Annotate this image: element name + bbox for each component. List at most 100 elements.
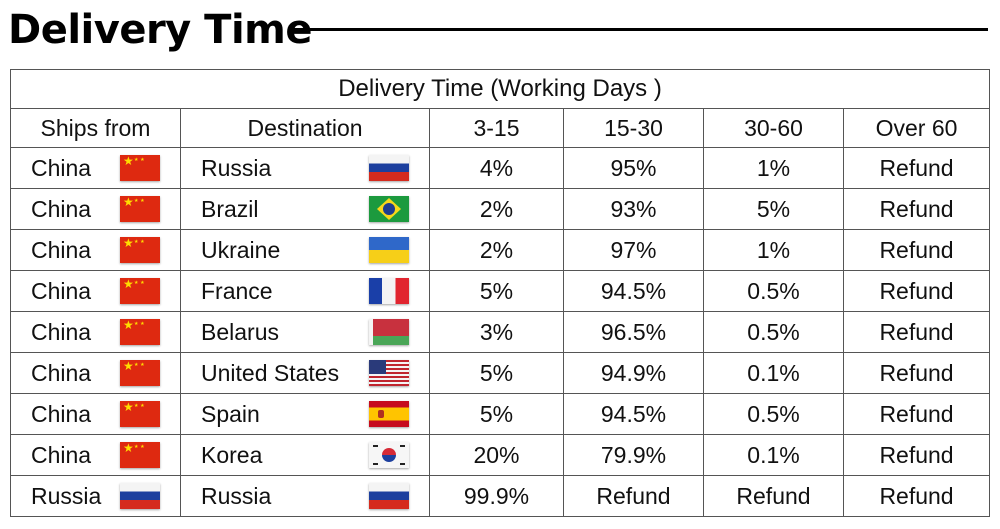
destination-country: Russia [201,154,272,181]
table-row: China Spain 5%94.5%0.5%Refund [10,393,991,435]
ships-from-cell: Russia [10,475,181,517]
china-flag-icon [120,401,160,427]
china-flag-icon [120,155,160,181]
pct-15-30-cell: 79.9% [563,434,704,476]
header-over-60: Over 60 [842,108,991,148]
brazil-flag-icon [369,196,409,222]
table-caption: Delivery Time (Working Days ) [9,69,991,109]
destination-cell: France [180,270,430,312]
destination-country: Ukraine [201,236,281,263]
pct-30-60-cell: 0.5% [703,270,844,312]
ships-from-cell: China [10,229,181,271]
pct-over-60-cell: Refund [842,475,991,517]
table-row: China Ukraine 2%97%1%Refund [10,229,991,271]
russia-flag-icon [369,155,409,181]
destination-cell: United States [180,352,430,394]
destination-country: United States [201,359,340,386]
russia-flag-icon [120,483,160,509]
pct-over-60-cell: Refund [842,393,991,435]
pct-3-15-cell: 5% [429,393,564,435]
table-row: China Russia 4%95%1%Refund [10,147,991,189]
pct-30-60-cell: 0.1% [703,352,844,394]
header-destination: Destination [180,108,430,148]
table-row: China United States 5%94.9%0.1%Refund [10,352,991,394]
title-divider [294,28,988,31]
pct-3-15-cell: 5% [429,270,564,312]
pct-over-60-cell: Refund [842,188,991,230]
pct-30-60-cell: 1% [703,229,844,271]
china-flag-icon [120,237,160,263]
korea-flag-icon [369,442,409,468]
pct-30-60-cell: Refund [703,475,844,517]
pct-15-30-cell: 94.9% [563,352,704,394]
pct-over-60-cell: Refund [842,229,991,271]
destination-cell: Brazil [180,188,430,230]
pct-over-60-cell: Refund [842,311,991,353]
pct-15-30-cell: 96.5% [563,311,704,353]
header-ships-from: Ships from [10,108,181,148]
ships-from-country: China [31,236,92,263]
destination-country: Russia [201,482,272,509]
pct-3-15-cell: 20% [429,434,564,476]
destination-cell: Spain [180,393,430,435]
ships-from-country: China [31,277,92,304]
destination-country: Korea [201,441,263,468]
destination-country: Brazil [201,195,259,222]
pct-over-60-cell: Refund [842,270,991,312]
china-flag-icon [120,278,160,304]
pct-over-60-cell: Refund [842,352,991,394]
china-flag-icon [120,360,160,386]
russia-flag-icon [369,483,409,509]
destination-cell: Korea [180,434,430,476]
spain-flag-icon [369,401,409,427]
ships-from-cell: China [10,311,181,353]
pct-3-15-cell: 2% [429,229,564,271]
pct-3-15-cell: 2% [429,188,564,230]
pct-15-30-cell: 95% [563,147,704,189]
china-flag-icon [120,442,160,468]
pct-15-30-cell: 97% [563,229,704,271]
destination-cell: Ukraine [180,229,430,271]
table-row: China France 5%94.5%0.5%Refund [10,270,991,312]
ships-from-cell: China [10,147,181,189]
pct-over-60-cell: Refund [842,434,991,476]
page-title: Delivery Time [8,7,313,53]
china-flag-icon [120,196,160,222]
ships-from-country: China [31,195,92,222]
header-30-60: 30-60 [703,108,844,148]
ships-from-country: China [31,318,92,345]
pct-3-15-cell: 4% [429,147,564,189]
table-header-row: Ships from Destination 3-15 15-30 30-60 … [10,108,991,148]
destination-country: Belarus [201,318,279,345]
pct-30-60-cell: 0.5% [703,393,844,435]
china-flag-icon [120,319,160,345]
destination-cell: Russia [180,147,430,189]
ships-from-cell: China [10,434,181,476]
ships-from-country: China [31,441,92,468]
header-15-30: 15-30 [563,108,704,148]
pct-30-60-cell: 1% [703,147,844,189]
pct-15-30-cell: 93% [563,188,704,230]
header-3-15: 3-15 [429,108,564,148]
ukraine-flag-icon [369,237,409,263]
pct-15-30-cell: 94.5% [563,270,704,312]
destination-cell: Russia [180,475,430,517]
ships-from-country: China [31,359,92,386]
pct-15-30-cell: 94.5% [563,393,704,435]
pct-3-15-cell: 99.9% [429,475,564,517]
ships-from-cell: China [10,352,181,394]
table-row: China Belarus 3%96.5%0.5%Refund [10,311,991,353]
ships-from-cell: China [10,188,181,230]
france-flag-icon [369,278,409,304]
pct-30-60-cell: 0.1% [703,434,844,476]
destination-cell: Belarus [180,311,430,353]
table-caption-row: Delivery Time (Working Days ) [9,69,991,109]
pct-over-60-cell: Refund [842,147,991,189]
ships-from-country: Russia [31,482,102,509]
pct-30-60-cell: 5% [703,188,844,230]
ships-from-cell: China [10,393,181,435]
ships-from-country: China [31,400,92,427]
table-row: China Korea 20%79.9%0.1%Refund [10,434,991,476]
destination-country: France [201,277,273,304]
belarus-flag-icon [369,319,409,345]
